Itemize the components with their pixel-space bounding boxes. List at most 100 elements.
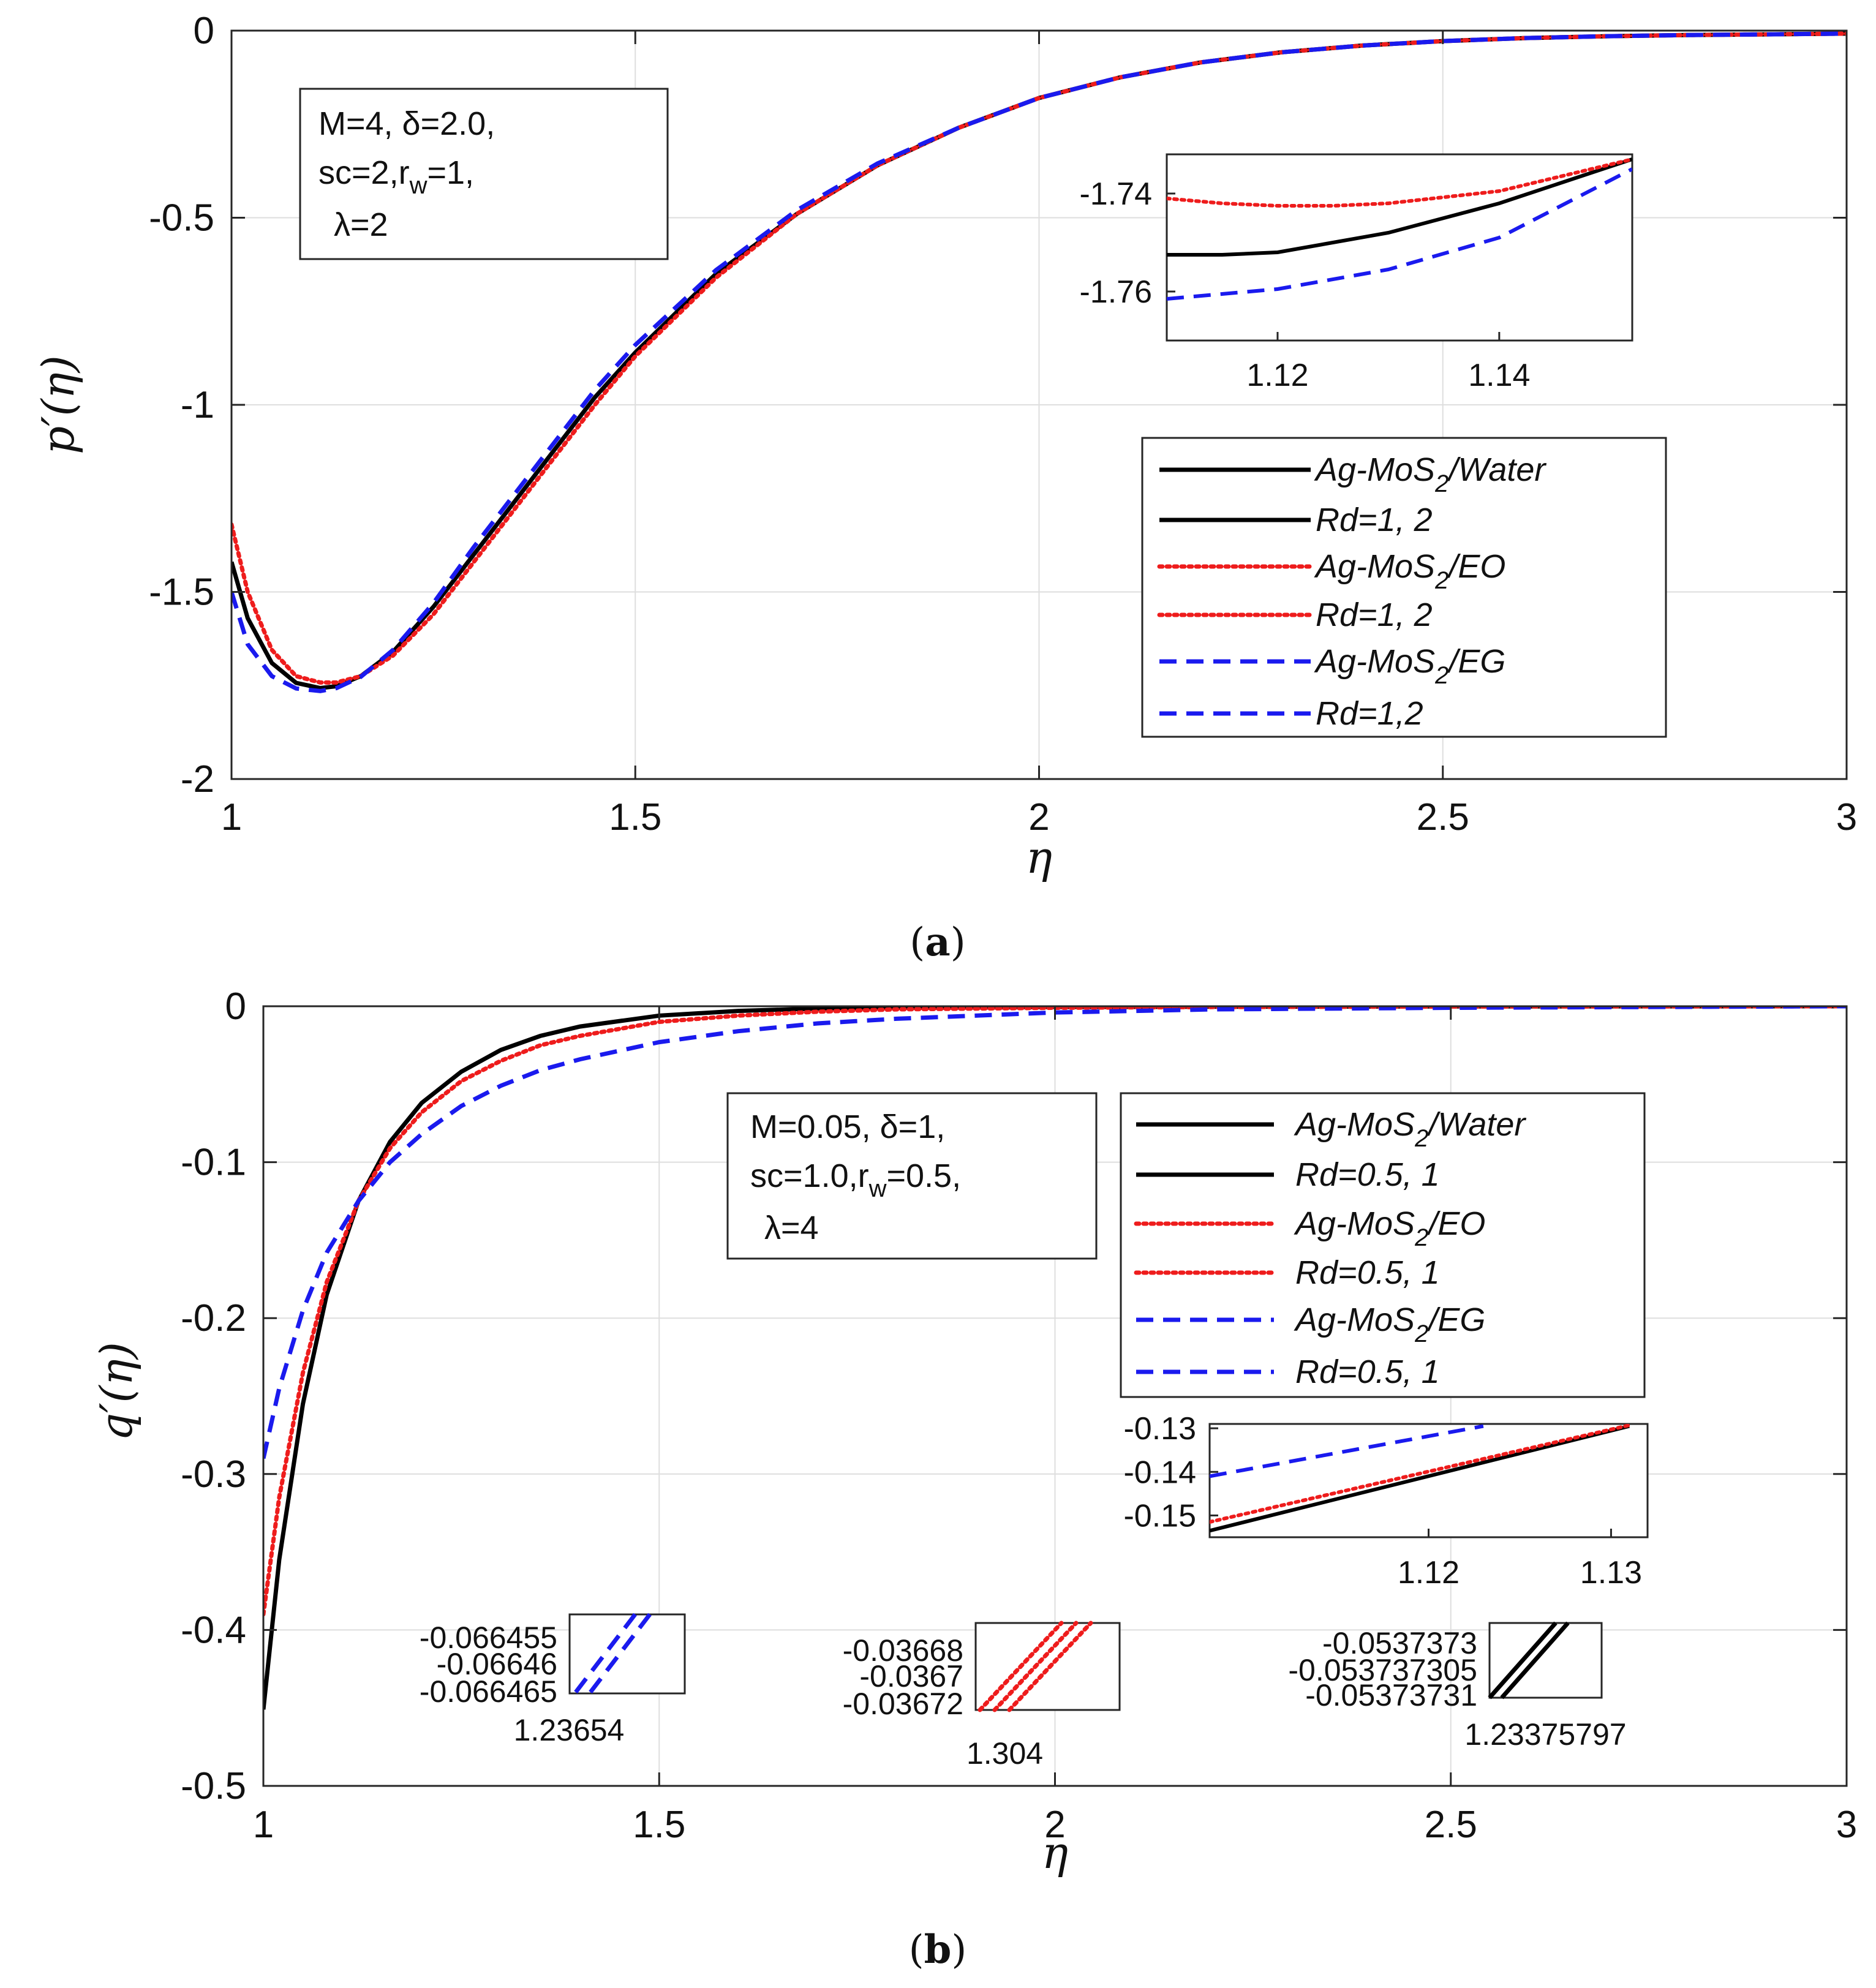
x-tick-label: 1 [221,796,242,838]
legend-label: Ag-MoS2/EG [1294,1301,1485,1347]
legend-label: Rd=0.5, 1 [1295,1354,1440,1390]
y-tick-label: -2 [181,758,214,800]
y-tick-label: -0.5 [181,1765,246,1807]
legend-text: /EG [1446,643,1505,680]
inset-x-tick-label: 1.13 [1580,1555,1642,1591]
inset-plot: -0.066455-0.06646-0.066465 1.23654 [420,1610,686,1747]
series-line-ag-mos2-eg [232,31,1847,693]
y-tick-label: -0.3 [181,1453,246,1496]
x-tick-label: 2 [1028,796,1049,838]
zoom-x-tick-label: 1.23375797 [1464,1717,1626,1752]
legend-text: Ag-MoS [1314,548,1435,585]
zoom-y-tick-label: -0.05373731 [1305,1678,1477,1712]
parameter-box: M=0.05, δ=1, sc=1.0,rw=0.5, λ=4 [726,1092,1098,1260]
y-axis-label: p′(η) [32,355,84,454]
parameter-text: λ=4 [764,1210,819,1246]
x-tick-label: 2.5 [1417,796,1469,838]
inset-plot: 1.12 1.13 -0.13 -0.14 -0.15 [1123,1411,1649,1591]
legend-label: Ag-MoS2/Water [1294,1106,1526,1152]
legend-subscript: 2 [1414,1224,1428,1251]
zoom-y-tick-label: -0.0537373 [1322,1626,1477,1660]
inset-x-tick-label: 1.14 [1468,358,1530,393]
legend-label: Rd=0.5, 1 [1295,1254,1440,1291]
zoom-y-tick-label: -0.03668 [843,1633,963,1668]
inset-series-line [1167,157,1632,257]
zoom-curve-segment [1500,1621,1570,1700]
legend-subscript: 2 [1434,662,1448,689]
legend-label: Ag-MoS2/EO [1314,548,1505,594]
caption-paren-close: ) [951,920,966,965]
param-part: =1, [427,154,474,191]
y-tick-label: -0.5 [149,197,214,239]
parameter-text: M=4, δ=2.0, [318,105,495,142]
inset-series-line [1167,167,1632,301]
param-part: sc=1.0,r [750,1158,869,1194]
param-part: sc=2,r [318,154,410,191]
zoom-x-tick-label: 1.304 [966,1736,1043,1771]
legend-label: Rd=1, 2 [1316,502,1433,538]
inset-y-tick-label: -0.14 [1123,1455,1196,1490]
inset-series-line [1210,1424,1630,1533]
legend-text: Ag-MoS [1314,643,1435,680]
panel-b: 1 1.5 2 2.5 3 0 -0.1 -0.2 -0.3 -0.4 -0.5 η q′(η) (b) M… [91,985,1857,1973]
y-tick-label: -0.1 [181,1142,246,1184]
y-axis-label: q′(η) [91,1342,142,1441]
parameter-text: λ=2 [334,206,388,243]
inset-series [1210,1424,1632,1533]
inset-x-tick-label: 1.12 [1398,1555,1460,1591]
parameter-text: M=0.05, δ=1, [750,1109,945,1145]
param-part: =0.5, [886,1158,961,1194]
caption-paren-open: ( [909,1927,924,1973]
legend-subscript: 2 [1414,1125,1428,1152]
legend-text: Ag-MoS [1294,1301,1415,1338]
parameter-box-frame [726,1092,1098,1260]
inset-y-tick-label: -1.76 [1079,274,1152,310]
y-tick-label: -1 [181,384,214,426]
legend-text: Ag-MoS [1314,451,1435,488]
legend-label: Ag-MoS2/EO [1294,1205,1485,1251]
parameter-text: sc=2,rw=1, [318,154,474,199]
x-axis-label: η [1042,1827,1068,1878]
zoom-y-tick-label: -0.0367 [859,1659,963,1693]
inset-y-tick-label: -0.15 [1123,1498,1196,1534]
x-tick-label: 1.5 [633,1804,685,1846]
legend-label: Ag-MoS2/Water [1314,451,1546,497]
series-line-ag-mos2-eo [232,31,1847,685]
x-tick-label: 3 [1836,1804,1857,1846]
y-tick-label: -0.4 [181,1609,246,1651]
caption-letter: b [924,1927,952,1973]
series-line-ag-mos2-eg [263,1006,1847,1459]
inset-plot: 1.12 1.14 -1.74 -1.76 [1079,153,1633,393]
legend-subscript: 2 [1434,470,1448,497]
zoom-curve-segment [589,1610,654,1694]
inset-series-line [1210,1424,1484,1478]
panel-a: 1 1.5 2 2.5 3 0 -0.5 -1 -1.5 -2 η p′(η) (a) M=4, δ=2.… [32,10,1857,965]
y-tick-label: 0 [225,985,246,1028]
inset-y-tick-label: -0.13 [1123,1411,1196,1447]
zoom-curve-segment [1488,1621,1558,1700]
panel-caption: (b) [909,1927,967,1973]
inset-series-line [1210,1424,1632,1524]
param-subscript: w [868,1175,887,1202]
legend-text: /EO [1426,1205,1485,1242]
inset-x-tick-label: 1.12 [1246,358,1308,393]
x-axis-label: η [1026,832,1052,883]
zoom-y-tick-label: -0.066455 [420,1621,557,1655]
zoom-x-tick-label: 1.23654 [514,1713,625,1747]
zoom-y-tick-label: -0.06646 [437,1647,557,1681]
legend-text: Ag-MoS [1294,1205,1415,1242]
legend-text: /Water [1446,451,1546,488]
x-tick-label: 3 [1836,796,1857,838]
inset-plot: -0.0537373-0.053737305-0.05373731 1.23375… [1288,1621,1627,1752]
zoom-y-tick-label: -0.053737305 [1288,1653,1477,1687]
x-tick-label: 2.5 [1425,1804,1477,1846]
inset-frame [1208,1423,1649,1538]
legend-label: Ag-MoS2/EG [1314,643,1505,689]
zoom-y-tick-label: -0.03672 [843,1687,963,1721]
param-subscript: w [409,172,428,199]
zoom-curve-segment [978,1621,1064,1712]
